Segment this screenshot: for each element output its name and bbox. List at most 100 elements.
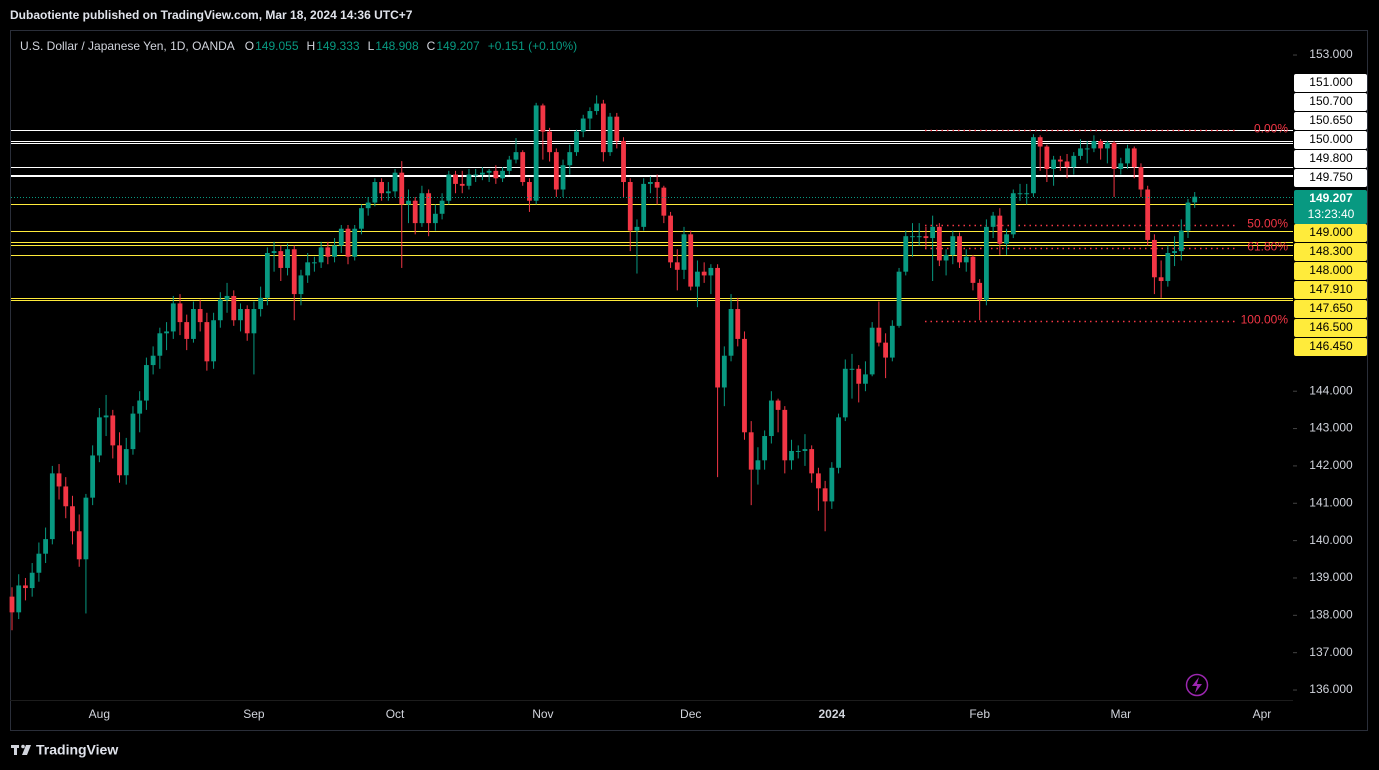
candle-body xyxy=(406,200,411,205)
y-tick-label: 144.000 xyxy=(1309,383,1353,397)
candle-body xyxy=(728,309,734,356)
candle-body xyxy=(1152,239,1157,278)
y-tick-label: 139.000 xyxy=(1309,570,1353,584)
candle-body xyxy=(896,271,902,326)
candle-body xyxy=(446,174,452,201)
x-tick-label: Mar xyxy=(1110,707,1131,721)
footer-logo xyxy=(11,744,31,755)
candle-body xyxy=(970,256,976,283)
candle-body xyxy=(977,282,983,300)
legend-text: U.S. Dollar / Japanese Yen, 1D, OANDA xyxy=(20,39,235,53)
candle-body xyxy=(863,374,868,384)
candle-body xyxy=(453,174,458,184)
candle-body xyxy=(1104,142,1110,149)
legend-text: H xyxy=(307,39,316,53)
candle-body xyxy=(641,183,647,227)
candle-body xyxy=(802,449,808,451)
candle-body xyxy=(385,191,391,194)
candle-body xyxy=(345,228,351,257)
level-label: 151.000 xyxy=(1309,75,1353,89)
level-label: 148.000 xyxy=(1309,263,1353,277)
footer-brand: TradingView xyxy=(36,742,118,758)
candle-body xyxy=(748,432,754,470)
candle-body xyxy=(883,342,888,358)
level-label-box xyxy=(1294,93,1367,111)
candle-body xyxy=(1044,146,1050,169)
candle-body xyxy=(1118,163,1124,169)
candle-body xyxy=(419,193,425,224)
x-tick-label: Apr xyxy=(1253,707,1272,721)
x-tick-label: Oct xyxy=(386,707,405,721)
candle-body xyxy=(399,172,405,205)
candle-body xyxy=(520,152,526,183)
chart-frame xyxy=(10,30,1368,731)
candle-body xyxy=(963,256,969,263)
candle-body xyxy=(9,596,15,613)
candle-body xyxy=(298,275,304,295)
candle-body xyxy=(338,228,344,246)
candle-body xyxy=(574,131,579,153)
legend-text: +0.151 (+0.10%) xyxy=(488,39,577,53)
candle-body xyxy=(936,226,942,261)
candle-body xyxy=(1125,148,1130,164)
candle-body xyxy=(809,449,815,474)
candle-body xyxy=(1010,193,1016,235)
candle-body xyxy=(1165,252,1171,282)
candle-body xyxy=(997,215,1003,244)
candle-body xyxy=(110,415,116,446)
candle-body xyxy=(580,118,586,132)
candle-body xyxy=(627,182,633,231)
y-tick-label: 141.000 xyxy=(1309,495,1353,509)
level-label: 149.800 xyxy=(1309,151,1353,165)
candle-body xyxy=(648,182,653,184)
level-label: 146.450 xyxy=(1309,339,1353,353)
lightning-icon[interactable] xyxy=(1185,673,1209,697)
candle-body xyxy=(352,228,358,257)
candle-body xyxy=(661,187,667,216)
candle-body xyxy=(614,116,620,141)
candle-body xyxy=(768,400,774,437)
legend-text: L xyxy=(368,39,375,53)
level-label-box xyxy=(1294,281,1367,299)
candle-body xyxy=(527,182,532,201)
level-label: 147.650 xyxy=(1309,301,1353,315)
candle-body xyxy=(1145,189,1151,240)
candle-body xyxy=(755,460,761,470)
candle-body xyxy=(789,450,794,461)
x-tick-label: Aug xyxy=(89,707,110,721)
candle-body xyxy=(701,271,707,276)
candle-body xyxy=(560,165,566,190)
candle-body xyxy=(903,236,909,272)
candle-body xyxy=(480,172,485,175)
candle-body xyxy=(829,467,835,502)
candle-body xyxy=(990,215,996,227)
current-price-label: 149.207 xyxy=(1309,191,1353,205)
candle-body xyxy=(735,309,741,339)
candle-body xyxy=(688,234,694,287)
level-label: 147.910 xyxy=(1309,282,1353,296)
candle-body xyxy=(177,303,183,323)
candle-body xyxy=(439,200,445,214)
candle-body xyxy=(500,170,505,179)
candle-body xyxy=(943,254,949,261)
candle-body xyxy=(916,236,922,238)
candle-body xyxy=(553,152,559,190)
candle-body xyxy=(567,152,573,166)
candle-body xyxy=(668,215,673,263)
legend-text: 148.908 xyxy=(375,39,419,53)
candle-body xyxy=(1064,161,1070,168)
candle-body xyxy=(264,252,270,298)
y-tick-label: 138.000 xyxy=(1309,607,1353,621)
candle-body xyxy=(822,488,828,502)
candle-body xyxy=(681,234,687,270)
x-tick-label: 2024 xyxy=(818,707,845,721)
candle-body xyxy=(600,103,606,153)
candle-body xyxy=(473,174,479,176)
x-tick-label: Nov xyxy=(532,707,553,721)
candle-body xyxy=(305,262,311,276)
fib-label: 61.80% xyxy=(1247,240,1288,254)
candle-body xyxy=(540,105,546,132)
candle-body xyxy=(278,251,284,268)
candle-body xyxy=(486,170,492,173)
